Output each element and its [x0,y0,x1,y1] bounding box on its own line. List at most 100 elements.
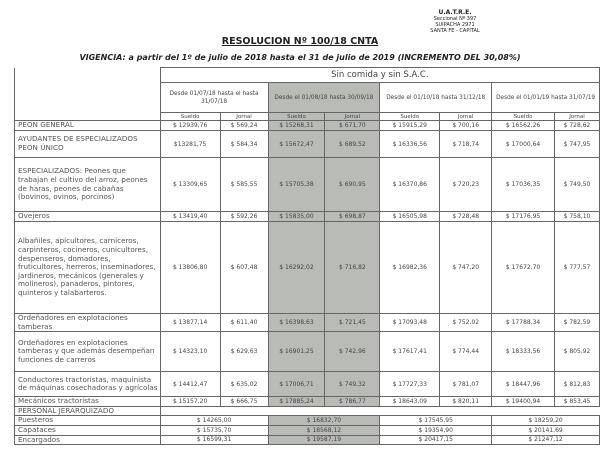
section-label: PERSONAL JERARQUIZADO [14,405,161,417]
sueldo-value: $ 19400,94 [491,396,556,407]
monthly-row: Puesteros $ 14265,00 $ 16832,70 $ 17545,95 $… [14,415,600,426]
sueldo-value: $ 13877,14 [159,312,221,333]
jornal-value: $ 728,48 [439,211,493,222]
monthly-value: $ 20417,15 [379,434,493,446]
monthly-value: $ 18568,12 [267,424,381,436]
group-header-row: Sin comida y sin S.A.C. [14,67,600,121]
row-label: Ordeñadores en explotaciones tamberas y … [14,331,161,373]
sueldo-header: Sueldo [267,112,326,121]
sueldo-value: $13281,75 [159,130,221,158]
sueldo-value: $ 17885,24 [267,396,326,407]
sueldo-value: $ 16370,86 [379,157,441,212]
letterhead-line: SANTA FE - CAPITAL [430,28,480,34]
letterhead-line: SUIPACHA 2971 [435,22,475,28]
jornal-value: $ 716,82 [324,221,381,314]
jornal-value: $ 718,74 [439,130,493,158]
sueldo-value: $ 16982,36 [379,221,441,314]
sueldo-value: $ 16901,25 [267,331,326,373]
sueldo-value: $ 16398,63 [267,312,326,333]
sueldo-value: $ 17727,33 [379,371,441,398]
jornal-value: $ 782,59 [554,312,600,333]
jornal-value: $ 690,95 [324,157,381,212]
jornal-header: Jornal [554,112,600,121]
sueldo-value: $ 12939,76 [159,120,221,131]
sueldo-header: Sueldo [379,112,441,121]
jornal-value: $ 774,44 [439,331,493,373]
sueldo-value: $ 17000,64 [491,130,556,158]
row-label: Albañiles, apicultores, carniceros, carp… [14,221,161,314]
sueldo-value: $ 13806,80 [159,221,221,314]
row-label: ESPECIALIZADOS: Peones que trabajan el c… [14,157,161,212]
table-row: AYUDANTES DE ESPECIALIZADOS PEON ÚNICO $1… [14,130,600,158]
sueldo-value: $ 17093,48 [379,312,441,333]
sueldo-value: $ 13419,40 [159,211,221,222]
letterhead-line: Seccional Nº 397 [433,16,477,22]
sueldo-value: $ 15705,38 [267,157,326,212]
sueldo-value: $ 16562,26 [491,120,556,131]
monthly-value: $ 19354,90 [379,424,493,436]
jornal-value: $ 781,07 [439,371,493,398]
corner-cell [14,67,161,121]
jornal-value: $ 820,11 [439,396,493,407]
jornal-value: $ 607,48 [219,221,269,314]
jornal-value: $ 805,92 [554,331,600,373]
sueldo-value: $ 14323,10 [159,331,221,373]
jornal-value: $ 584,34 [219,130,269,158]
sueldo-value: $ 17006,71 [267,371,326,398]
jornal-value: $ 786,77 [324,396,381,407]
jornal-value: $ 666,75 [219,396,269,407]
period-header: Desde el 01/10/18 hasta 31/12/18 [379,82,493,113]
table-row: ESPECIALIZADOS: Peones que trabajan el c… [14,157,600,212]
table-row: Albañiles, apicultores, carniceros, carp… [14,221,600,314]
jornal-value: $ 585,55 [219,157,269,212]
jornal-value: $ 698,87 [324,211,381,222]
monthly-value: $ 14265,00 [159,415,269,426]
jornal-value: $ 689,52 [324,130,381,158]
row-label: Ordeñadores en explotaciones tamberas [14,312,161,333]
sueldo-value: $ 17672,70 [491,221,556,314]
period-header: Desde el 01/01/19 hasta 31/07/19 [491,82,600,113]
monthly-value: $ 20141,69 [491,424,600,436]
section-row: PERSONAL JERARQUIZADO [14,405,600,417]
vigencia-subtitle: VIGENCIA: a partir del 1º de julio de 20… [79,53,521,62]
monthly-value: $ 15735,70 [159,424,269,436]
period-header-row: Desde 01/07/18 hasta el hasta 31/07/18 De… [15,82,600,113]
sueldo-value: $ 17176,95 [491,211,556,222]
table-row: Ovejeros $ 13419,40 $ 592,26 $ 15835,00 $ 69… [14,211,600,222]
monthly-value: $ 18259,20 [491,415,600,426]
monthly-value: $ 16599,31 [159,434,269,446]
jornal-value: $ 671,70 [324,120,381,131]
sueldo-value: $ 18447,96 [491,371,556,398]
sueldo-value: $ 15157,20 [159,396,221,407]
sueldo-header: Sueldo [491,112,556,121]
sueldo-value: $ 17617,41 [379,331,441,373]
monthly-row: Capataces $ 15735,70 $ 18568,12 $ 19354,90 $… [14,424,600,436]
jornal-value: $ 853,45 [554,396,600,407]
table-row: Conductores tractoristas, maquinista de … [14,371,600,398]
jornal-header: Jornal [439,112,493,121]
sueldo-value: $ 16505,98 [379,211,441,222]
row-label: Encargados [14,434,161,446]
sueldo-value: $ 17788,34 [491,312,556,333]
jornal-value: $ 758,10 [554,211,600,222]
sueldo-value: $ 18643,09 [379,396,441,407]
sueldo-value: $ 17036,35 [491,157,556,212]
jornal-value: $ 592,26 [219,211,269,222]
sueldo-value: $ 16292,02 [267,221,326,314]
monthly-value: $ 19587,19 [267,434,381,446]
jornal-value: $ 720,23 [439,157,493,212]
sueldo-header: Sueldo [159,112,221,121]
jornal-value: $ 611,40 [219,312,269,333]
jornal-value: $ 721,45 [324,312,381,333]
monthly-value: $ 21247,12 [491,434,600,446]
row-label: Ovejeros [14,211,161,222]
row-label: PEON GENERAL [14,120,161,131]
row-label: Mecánicos tractoristas [14,396,161,407]
sueldo-value: $ 18333,56 [491,331,556,373]
jornal-value: $ 812,83 [554,371,600,398]
jornal-value: $ 728,62 [554,120,600,131]
org-name: U.A.T.R.E. [438,9,472,16]
period-header: Desde el 01/08/18 hasta 30/09/18 [267,82,381,113]
sueldo-value: $ 15915,29 [379,120,441,131]
table-row: Mecánicos tractoristas $ 15157,20 $ 666,75… [14,396,600,407]
